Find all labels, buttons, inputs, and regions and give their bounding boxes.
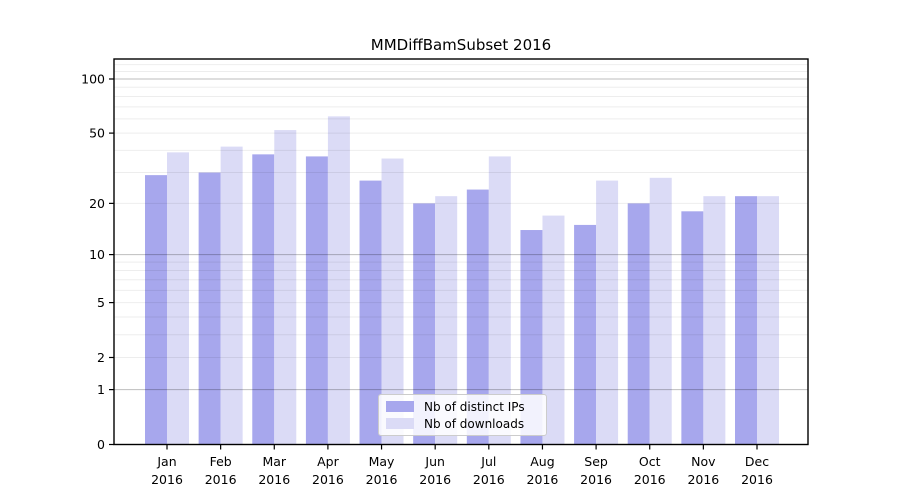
y-tick-label: 20: [89, 196, 105, 211]
x-tick-label-year: 2016: [151, 472, 183, 487]
bar-downloads-jul: [488, 156, 511, 445]
x-tick-label-year: 2016: [473, 472, 505, 487]
bar-downloads-dec: [757, 196, 779, 445]
x-tick-label-year: 2016: [366, 472, 398, 487]
bar-distinct-ips-feb: [198, 172, 221, 445]
bar-distinct-ips-may: [359, 180, 382, 445]
y-tick-label: 50: [89, 126, 105, 141]
legend-item-downloads: Nb of downloads: [386, 417, 539, 431]
x-tick-label-year: 2016: [258, 472, 290, 487]
bar-distinct-ips-aug: [520, 230, 543, 445]
bar-downloads-oct: [649, 177, 672, 445]
x-tick-label-month: Jan: [156, 454, 176, 469]
bar-downloads-sep: [596, 180, 619, 445]
x-tick-label-month: Feb: [210, 454, 232, 469]
x-tick-label-year: 2016: [634, 472, 666, 487]
x-tick-label-month: Jun: [424, 454, 445, 469]
legend: Nb of distinct IPs Nb of downloads: [378, 394, 547, 436]
y-tick-label: 1: [97, 382, 105, 397]
x-tick-label-year: 2016: [527, 472, 559, 487]
x-tick-label-month: Oct: [639, 454, 661, 469]
bar-distinct-ips-mar: [252, 154, 275, 445]
x-tick-label-month: Aug: [530, 454, 554, 469]
bar-downloads-jan: [167, 152, 189, 445]
bar-downloads-aug: [542, 215, 565, 445]
x-tick-label-year: 2016: [205, 472, 237, 487]
bar-distinct-ips-oct: [627, 203, 650, 445]
bar-distinct-ips-nov: [681, 211, 704, 445]
x-tick-label-month: May: [369, 454, 395, 469]
bar-distinct-ips-sep: [574, 224, 597, 445]
x-tick-label-month: Sep: [584, 454, 608, 469]
bar-distinct-ips-dec: [735, 196, 757, 445]
x-tick-label-month: Apr: [317, 454, 339, 469]
x-tick-label-year: 2016: [687, 472, 719, 487]
legend-label-downloads: Nb of downloads: [424, 416, 525, 431]
legend-swatch-downloads: [386, 418, 414, 429]
y-tick-label: 10: [89, 247, 105, 262]
legend-label-distinct-ips: Nb of distinct IPs: [424, 399, 525, 414]
x-tick-label-year: 2016: [419, 472, 451, 487]
y-tick-label: 2: [97, 350, 105, 365]
bar-downloads-mar: [274, 130, 297, 445]
bar-distinct-ips-apr: [305, 156, 328, 445]
x-tick-label-year: 2016: [312, 472, 344, 487]
bar-downloads-feb: [220, 146, 243, 445]
legend-item-distinct-ips: Nb of distinct IPs: [386, 400, 539, 414]
bar-distinct-ips-jan: [145, 175, 167, 445]
bar-distinct-ips-jul: [466, 189, 489, 445]
y-tick-label: 100: [81, 71, 105, 86]
x-tick-label-month: Jul: [480, 454, 496, 469]
bar-distinct-ips-jun: [413, 203, 436, 445]
x-tick-label-month: Nov: [691, 454, 716, 469]
plot-border: [113, 58, 809, 446]
bar-downloads-apr: [327, 116, 350, 445]
legend-swatch-distinct-ips: [386, 401, 414, 412]
x-tick-label-month: Dec: [745, 454, 769, 469]
bar-downloads-nov: [703, 196, 726, 445]
y-tick-label: 5: [97, 295, 105, 310]
bar-downloads-jun: [435, 196, 458, 445]
chart-title: MMDiffBamSubset 2016: [370, 36, 552, 54]
bar-downloads-may: [381, 158, 404, 445]
x-tick-label-month: Mar: [262, 454, 286, 469]
x-tick-label-year: 2016: [741, 472, 773, 487]
y-tick-label: 0: [97, 437, 105, 452]
x-tick-label-year: 2016: [580, 472, 612, 487]
